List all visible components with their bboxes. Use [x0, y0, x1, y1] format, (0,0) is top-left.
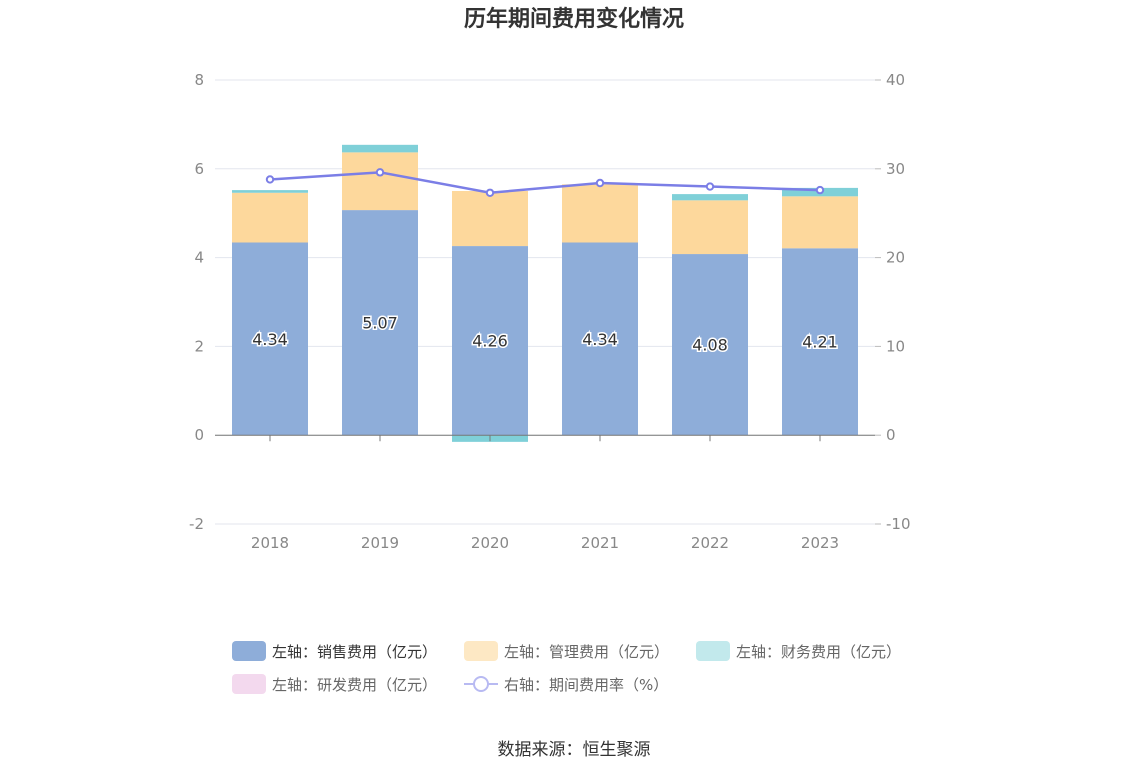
bar-value-label: 5.07 [362, 314, 398, 333]
bar-value-label: 4.08 [692, 336, 728, 355]
bar-segment [232, 192, 308, 243]
x-tick-label: 2023 [801, 534, 839, 552]
legend-label: 左轴：销售费用（亿元） [272, 643, 437, 661]
x-tick-label: 2019 [361, 534, 399, 552]
x-tick-label: 2018 [251, 534, 289, 552]
bar-value-label: 4.21 [802, 333, 838, 352]
x-tick-label: 2020 [471, 534, 509, 552]
legend-swatch [464, 641, 498, 661]
right-tick-label: 0 [886, 426, 896, 444]
legend-swatch [232, 674, 266, 694]
bar-segment [452, 246, 528, 436]
bar-segment [672, 200, 748, 255]
legend: 左轴：销售费用（亿元） 左轴：管理费用（亿元） 左轴：财务费用（亿元） 左轴：研发费用… [232, 641, 901, 694]
right-tick-label: 30 [886, 160, 905, 178]
bar-segment [342, 210, 418, 436]
left-tick-label: 6 [194, 160, 204, 178]
right-tick-label: 20 [886, 249, 905, 267]
x-tick-label: 2021 [581, 534, 619, 552]
grid-lines [215, 79, 875, 525]
left-tick-label: 4 [194, 249, 204, 267]
bar-value-label: 4.26 [472, 332, 508, 351]
rate-point [265, 175, 275, 184]
left-tick-label: 8 [194, 71, 204, 89]
line-series [265, 168, 825, 197]
rate-point [705, 182, 715, 191]
bar-segment [672, 194, 748, 201]
bar-series [232, 144, 858, 442]
rate-line [269, 171, 821, 195]
legend-label: 左轴：财务费用（亿元） [736, 643, 901, 661]
data-labels: 4.34 5.07 4.26 4.34 4.08 4.21 [251, 312, 840, 356]
right-tick-label: 10 [886, 337, 905, 355]
x-axis-labels: 2018 2019 2020 2021 2022 2023 [251, 534, 839, 552]
bar-value-label: 4.34 [252, 330, 288, 349]
bar-segment [782, 248, 858, 436]
legend-label: 右轴：期间费用率（%） [504, 676, 668, 694]
left-tick-label: -2 [189, 515, 204, 533]
right-tick-label: 40 [886, 71, 905, 89]
rate-point [375, 168, 385, 177]
left-axis: -2 0 2 4 6 8 [189, 71, 204, 533]
bar-segment [562, 242, 638, 436]
rate-point [595, 178, 605, 188]
bar-segment [232, 190, 308, 193]
bar-value-label: 4.34 [582, 330, 618, 349]
bar-segment [452, 191, 528, 247]
rate-point [815, 185, 825, 195]
bar-segment [232, 242, 308, 436]
x-tick-label: 2022 [691, 534, 729, 552]
legend-swatch [696, 641, 730, 661]
right-axis: -10 0 10 20 30 40 [875, 71, 911, 533]
left-tick-label: 0 [194, 426, 204, 444]
source-note: 数据来源：恒生聚源 [498, 740, 651, 760]
legend-label: 左轴：管理费用（亿元） [504, 643, 669, 661]
right-tick-label: -10 [886, 515, 911, 533]
bar-segment [562, 184, 638, 243]
bar-segment [342, 152, 418, 211]
legend-label: 左轴：研发费用（亿元） [272, 676, 437, 694]
x-axis [215, 434, 875, 442]
left-tick-label: 2 [194, 337, 204, 355]
bar-segment [672, 254, 748, 436]
legend-marker [473, 676, 489, 692]
chart-title: 历年期间费用变化情况 [464, 6, 684, 32]
bar-segment [342, 144, 418, 153]
legend-swatch [232, 641, 266, 661]
bar-segment [782, 196, 858, 249]
rate-point [485, 188, 495, 197]
